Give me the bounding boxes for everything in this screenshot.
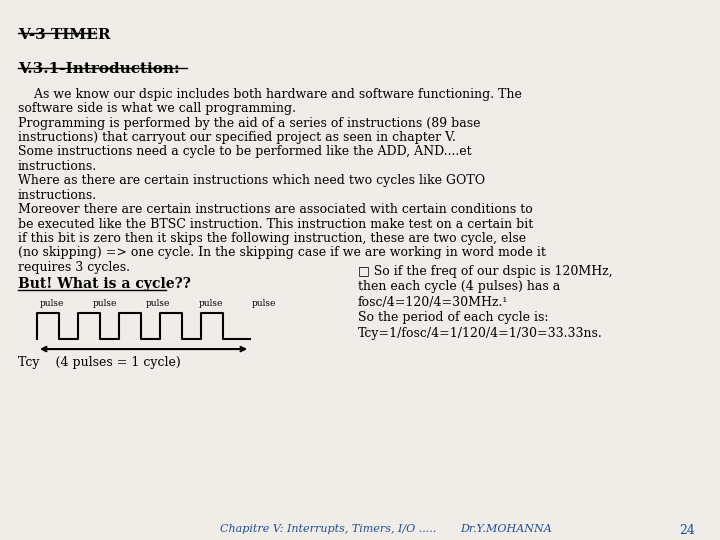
Text: Tcy    (4 pulses = 1 cycle): Tcy (4 pulses = 1 cycle) [18,356,181,369]
Text: pulse: pulse [199,299,223,308]
Text: fosc/4=120/4=30MHz.¹: fosc/4=120/4=30MHz.¹ [358,296,508,309]
Text: (no skipping) => one cycle. In the skipping case if we are working in word mode : (no skipping) => one cycle. In the skipp… [18,246,546,260]
Text: Some instructions need a cycle to be performed like the ADD, AND....et: Some instructions need a cycle to be per… [18,145,472,158]
Text: Dr.Y.MOHANNA: Dr.Y.MOHANNA [460,524,552,534]
Text: Where as there are certain instructions which need two cycles like GOTO: Where as there are certain instructions … [18,174,485,187]
Text: instructions.: instructions. [18,188,97,202]
Text: Tcy=1/fosc/4=1/120/4=1/30=33.33ns.: Tcy=1/fosc/4=1/120/4=1/30=33.33ns. [358,327,603,340]
Text: if this bit is zero then it skips the following instruction, these are two cycle: if this bit is zero then it skips the fo… [18,232,526,245]
Text: □ So if the freq of our dspic is 120MHz,: □ So if the freq of our dspic is 120MHz, [358,265,613,278]
Text: instructions.: instructions. [18,160,97,173]
Text: V.3.1-Introduction:: V.3.1-Introduction: [18,62,179,76]
Text: be executed like the BTSC instruction. This instruction make test on a certain b: be executed like the BTSC instruction. T… [18,218,534,231]
Text: instructions) that carryout our specified project as seen in chapter V.: instructions) that carryout our specifie… [18,131,456,144]
Text: pulse: pulse [146,299,170,308]
Text: But! What is a cycle??: But! What is a cycle?? [18,278,191,292]
Text: Programming is performed by the aid of a series of instructions (89 base: Programming is performed by the aid of a… [18,117,480,130]
Text: pulse: pulse [252,299,276,308]
Text: As we know our dspic includes both hardware and software functioning. The: As we know our dspic includes both hardw… [18,87,522,100]
Text: pulse: pulse [40,299,64,308]
Text: Moreover there are certain instructions are associated with certain conditions t: Moreover there are certain instructions … [18,203,533,216]
Text: software side is what we call programming.: software side is what we call programmin… [18,102,296,115]
Text: then each cycle (4 pulses) has a: then each cycle (4 pulses) has a [358,280,560,293]
Text: 24: 24 [679,524,695,537]
Text: pulse: pulse [93,299,117,308]
Text: requires 3 cycles.: requires 3 cycles. [18,261,130,274]
Text: So the period of each cycle is:: So the period of each cycle is: [358,311,549,324]
Text: Chapitre V: Interrupts, Timers, I/O .....: Chapitre V: Interrupts, Timers, I/O ....… [220,524,436,534]
Text: V-3 TIMER: V-3 TIMER [18,28,110,42]
